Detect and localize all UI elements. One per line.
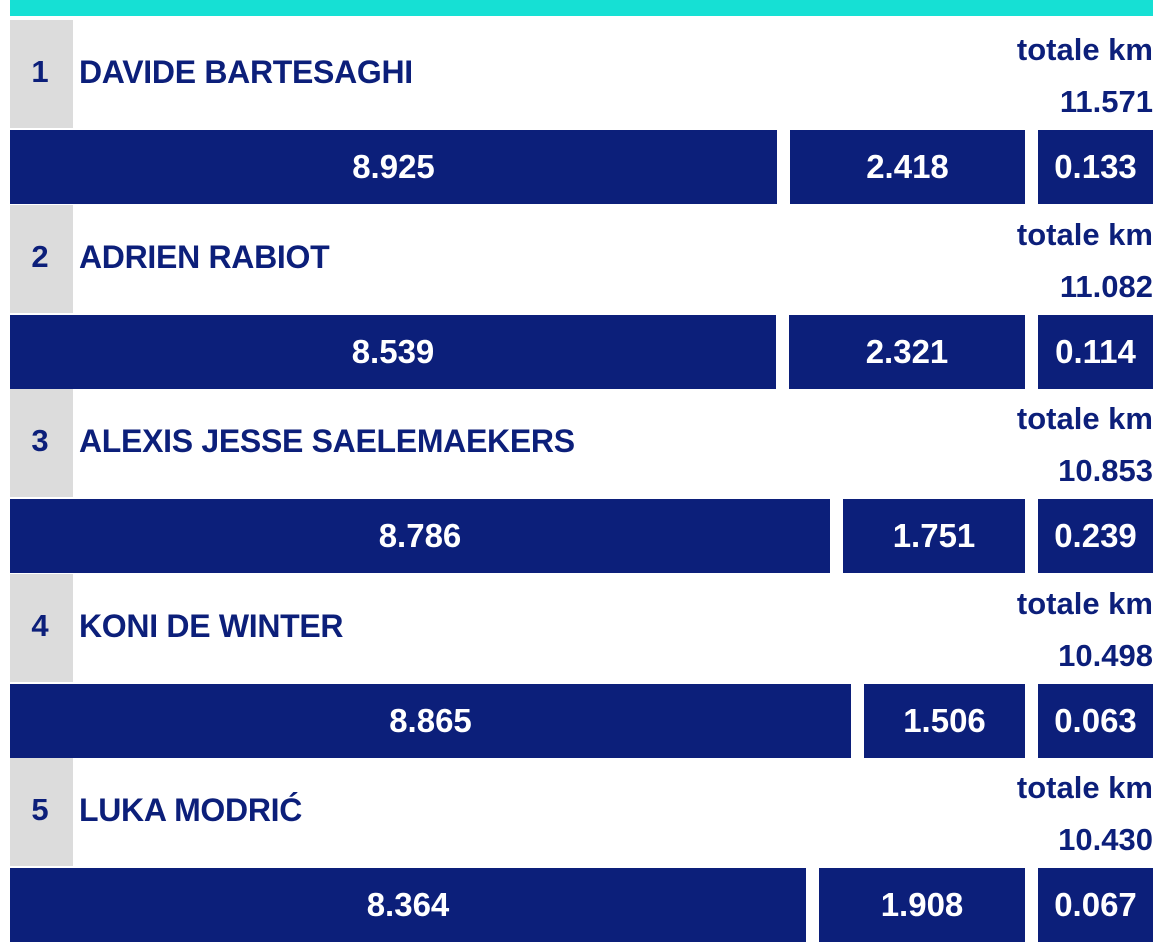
total-km-label: totale km <box>1016 217 1153 252</box>
segment-bar-2: 1.908 <box>819 868 1025 942</box>
segment-bar-1: 8.865 <box>10 684 851 758</box>
segment-bar-1: 8.539 <box>10 315 776 389</box>
rank-box <box>10 574 73 682</box>
player-name: LUKA MODRIĆ <box>79 792 303 828</box>
segment-bar-3: 0.114 <box>1038 315 1153 389</box>
rank-number: 3 <box>31 423 49 458</box>
rank-box <box>10 758 73 866</box>
player-name: DAVIDE BARTESAGHI <box>79 54 413 90</box>
total-km-value: 10.498 <box>1058 638 1153 673</box>
player-name: KONI DE WINTER <box>79 608 344 644</box>
player-row-2: 2 ADRIEN RABIOT totale km 11.082 8.539 2.321 0… <box>0 205 1170 389</box>
total-km-value: 10.853 <box>1058 453 1153 488</box>
rank-box <box>10 205 73 313</box>
segment-bar-2: 1.751 <box>843 499 1025 573</box>
rank-number: 4 <box>31 608 49 643</box>
player-name: ADRIEN RABIOT <box>79 239 330 275</box>
player-row-4: 4 KONI DE WINTER totale km 10.498 8.865 1.506… <box>0 574 1170 758</box>
total-km-value: 10.430 <box>1058 822 1153 857</box>
total-km-label: totale km <box>1016 32 1153 67</box>
player-row-1: 1 DAVIDE BARTESAGHI totale km 11.571 8.925 2.… <box>0 20 1170 204</box>
rank-box <box>10 20 73 128</box>
top-accent-bar <box>10 0 1153 16</box>
rank-box <box>10 389 73 497</box>
segment-bar-2: 2.321 <box>789 315 1025 389</box>
total-km-label: totale km <box>1016 401 1153 436</box>
segment-bar-3: 0.067 <box>1038 868 1153 942</box>
segment-bar-3: 0.133 <box>1038 130 1153 204</box>
rank-number: 2 <box>31 239 49 274</box>
player-row-5: 5 LUKA MODRIĆ totale km 10.430 8.364 1.908 0.0… <box>0 758 1170 942</box>
segment-bar-3: 0.063 <box>1038 684 1153 758</box>
rank-number: 5 <box>31 792 49 827</box>
player-row-3: 3 ALEXIS JESSE SAELEMAEKERS totale km 10.85… <box>0 389 1170 573</box>
total-km-label: totale km <box>1016 586 1153 621</box>
segment-bar-1: 8.925 <box>10 130 777 204</box>
segment-bar-2: 1.506 <box>864 684 1025 758</box>
total-km-value: 11.571 <box>1059 84 1153 119</box>
segment-bar-1: 8.364 <box>10 868 806 942</box>
segment-bar-1: 8.786 <box>10 499 830 573</box>
total-km-value: 11.082 <box>1059 269 1153 304</box>
segment-bar-3: 0.239 <box>1038 499 1153 573</box>
total-km-label: totale km <box>1016 770 1153 805</box>
player-name: ALEXIS JESSE SAELEMAEKERS <box>79 423 575 459</box>
rank-number: 1 <box>31 54 49 89</box>
segment-bar-2: 2.418 <box>790 130 1025 204</box>
